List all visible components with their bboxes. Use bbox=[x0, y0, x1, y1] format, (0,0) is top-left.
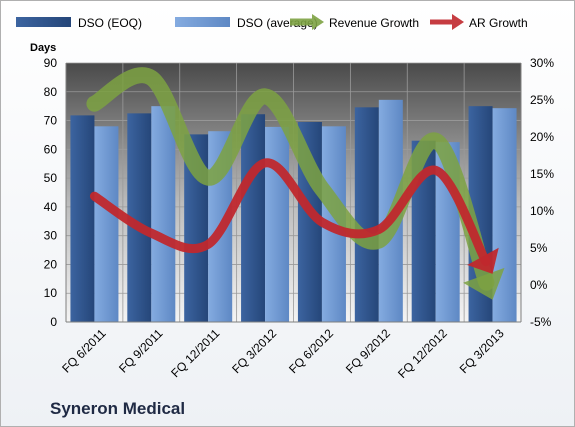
right-tick-label: 25% bbox=[530, 93, 554, 107]
legend-label-revenue-growth: Revenue Growth bbox=[329, 16, 419, 30]
right-tick-label: 20% bbox=[530, 130, 554, 144]
legend: DSO (EOQ) DSO (average) Revenue Growth AR G… bbox=[16, 14, 528, 30]
bar-dso-eoq-fq-3-2012 bbox=[241, 114, 266, 322]
x-tick-label: FQ 12/2012 bbox=[395, 326, 450, 381]
left-tick-label: 50 bbox=[44, 171, 58, 185]
x-tick-label: FQ 6/2012 bbox=[286, 326, 336, 376]
left-tick-label: 90 bbox=[44, 56, 58, 70]
right-tick-label: 0% bbox=[530, 278, 548, 292]
left-tick-label: 0 bbox=[50, 315, 57, 329]
left-axis-ticks: 0 10 20 30 40 50 60 70 80 90 bbox=[44, 56, 58, 329]
left-tick-label: 40 bbox=[44, 200, 58, 214]
right-tick-label: 5% bbox=[530, 241, 548, 255]
legend-swatch-dso-eoq bbox=[16, 17, 71, 27]
legend-swatch-dso-average bbox=[175, 17, 230, 27]
lines-layer bbox=[86, 67, 505, 300]
left-tick-label: 70 bbox=[44, 114, 58, 128]
axes-layer bbox=[65, 63, 522, 323]
bar-dso-average-fq-9-2011 bbox=[151, 106, 176, 323]
x-tick-label: FQ 12/2011 bbox=[168, 326, 222, 380]
bar-dso-average-fq-3-2012 bbox=[265, 126, 290, 323]
x-axis-ticks: FQ 6/2011 FQ 9/2011 FQ 12/2011 FQ 3/2012 FQ … bbox=[59, 326, 507, 381]
x-tick-label: FQ 3/2013 bbox=[457, 326, 507, 376]
right-axis-ticks: -5% 0% 5% 10% 15% 20% 25% 30% bbox=[530, 56, 554, 329]
right-tick-label: 30% bbox=[530, 56, 554, 70]
left-tick-label: 20 bbox=[44, 257, 58, 271]
line-revenue-growth bbox=[86, 67, 495, 291]
right-tick-label: 10% bbox=[530, 204, 554, 218]
right-tick-label: 15% bbox=[530, 167, 554, 181]
legend-arrow-ar-growth bbox=[452, 14, 464, 30]
left-tick-label: 10 bbox=[44, 286, 58, 300]
legend-arrow-revenue-growth bbox=[312, 14, 324, 30]
x-tick-label: FQ 6/2011 bbox=[59, 326, 109, 376]
bar-dso-average-fq-6-2011 bbox=[94, 126, 119, 322]
bar-dso-eoq-fq-9-2012 bbox=[354, 107, 379, 322]
company-label: Syneron Medical bbox=[50, 399, 185, 418]
x-tick-label: FQ 9/2011 bbox=[116, 326, 166, 376]
line-ar-growth bbox=[89, 158, 491, 267]
x-tick-label: FQ 3/2012 bbox=[229, 326, 279, 376]
right-tick-label: -5% bbox=[530, 315, 552, 329]
legend-label-ar-growth: AR Growth bbox=[469, 16, 528, 30]
left-tick-label: 60 bbox=[44, 142, 58, 156]
left-tick-label: 30 bbox=[44, 229, 58, 243]
x-tick-label: FQ 9/2012 bbox=[343, 326, 393, 376]
arrowhead-ar-growth bbox=[467, 247, 499, 274]
bar-dso-eoq-fq-6-2011 bbox=[70, 115, 95, 323]
y-axis-title: Days bbox=[30, 42, 56, 54]
left-tick-label: 80 bbox=[44, 85, 58, 99]
arrowhead-revenue-growth bbox=[463, 267, 505, 300]
legend-label-dso-eoq: DSO (EOQ) bbox=[78, 16, 142, 30]
